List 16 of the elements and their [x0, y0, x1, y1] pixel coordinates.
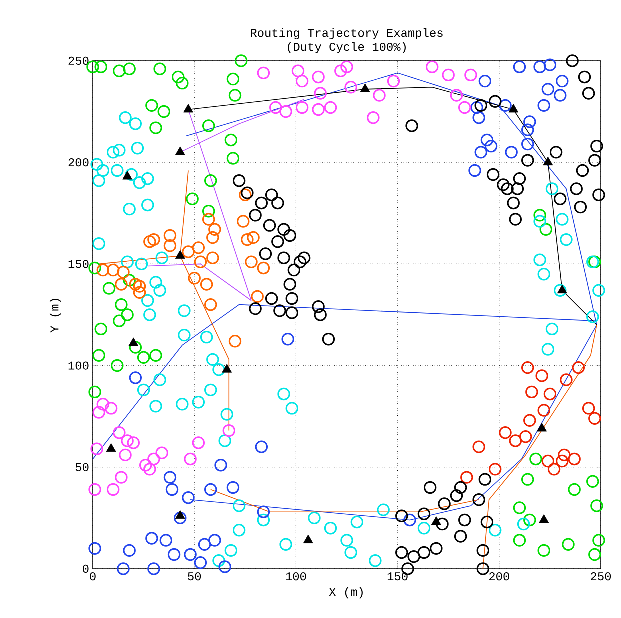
x-tick-label: 150	[388, 572, 408, 581]
y-axis-title: Y (m)	[50, 299, 62, 333]
x-tick-label: 100	[286, 572, 306, 581]
y-tick-label: 250	[68, 56, 89, 66]
y-tick-label: 50	[76, 463, 89, 472]
y-tick-label: 150	[68, 260, 89, 268]
x-tick-label: 250	[591, 572, 612, 581]
x-axis-title: X (m)	[329, 587, 363, 599]
y-tick-label: 100	[68, 362, 89, 370]
chart-title: Routing Trajectory Examples	[251, 28, 443, 40]
y-tick-label: 0	[83, 564, 89, 574]
x-tick-label: 0	[90, 572, 96, 581]
chart-subtitle: (Duty Cycle 100%)	[288, 42, 406, 54]
x-tick-label: 200	[489, 572, 510, 581]
x-tick-label: 50	[188, 572, 202, 581]
y-tick-label: 200	[68, 158, 89, 167]
